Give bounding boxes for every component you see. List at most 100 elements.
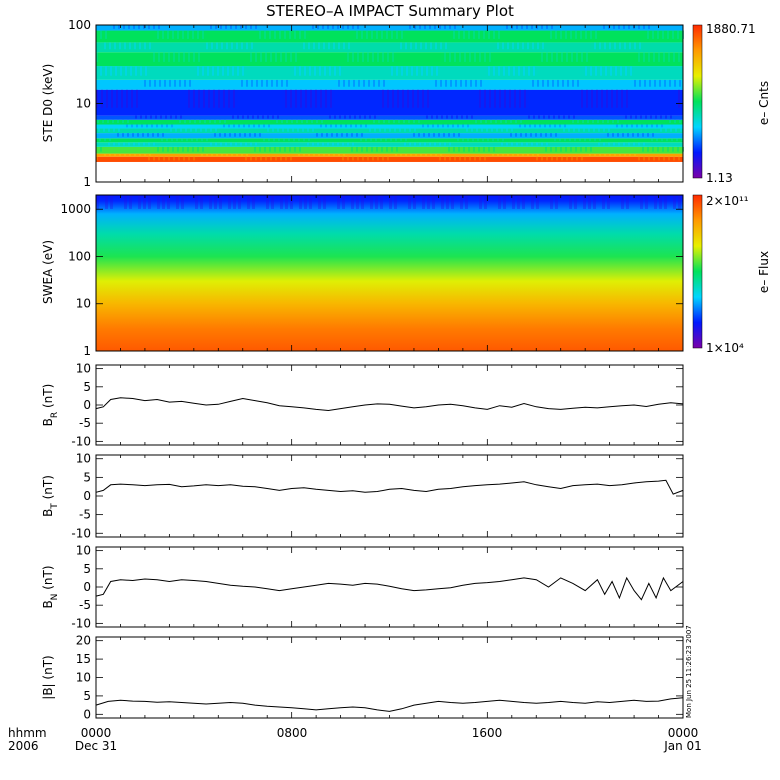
ste-band — [96, 133, 683, 139]
ste-texture — [546, 156, 548, 161]
ste-texture — [521, 142, 523, 146]
ste-texture — [318, 153, 320, 156]
ste-texture — [571, 156, 573, 161]
ste-texture — [678, 89, 680, 108]
ste-texture — [297, 128, 299, 132]
ste-texture — [157, 146, 159, 152]
ste-texture — [441, 115, 443, 119]
ste-texture — [629, 153, 631, 156]
ste-texture — [622, 133, 624, 137]
ste-texture — [358, 79, 360, 87]
ste-texture — [215, 128, 217, 132]
ste-texture — [220, 142, 222, 146]
ste-texture — [590, 66, 592, 76]
swea-texture — [640, 195, 643, 209]
ste-texture — [666, 138, 668, 142]
ste-texture — [366, 146, 368, 152]
ste-texture — [533, 66, 535, 76]
ste-texture — [488, 30, 490, 39]
ste-texture — [634, 153, 636, 156]
ste-texture — [536, 156, 538, 161]
ste-texture — [448, 133, 450, 137]
ste-texture — [409, 142, 411, 146]
ste-texture — [356, 146, 358, 152]
ste-texture — [382, 52, 384, 62]
ste-texture — [398, 119, 400, 124]
ste-texture — [395, 138, 397, 142]
ste-texture — [454, 52, 456, 62]
ste-texture — [443, 133, 445, 137]
ste-texture — [258, 124, 260, 128]
ste-texture — [338, 153, 340, 156]
ste-texture — [339, 66, 341, 76]
ste-texture — [383, 79, 385, 87]
ste-texture — [138, 142, 140, 146]
ste-texture — [173, 52, 175, 62]
ste-texture — [172, 146, 174, 152]
ste-texture — [230, 142, 232, 146]
ste-texture — [197, 66, 199, 76]
ste-texture — [454, 25, 456, 29]
ste-texture — [600, 66, 602, 76]
ste-texture — [613, 25, 615, 29]
swea-gradient-fill — [96, 195, 683, 351]
ste-texture — [586, 52, 588, 62]
ste-texture — [451, 115, 453, 119]
swea-ytick-label: 1000 — [60, 202, 91, 216]
ste-texture — [493, 146, 495, 152]
ste-texture — [475, 79, 477, 87]
ste-texture — [148, 25, 150, 29]
ste-texture — [254, 133, 256, 137]
ste-texture — [304, 30, 306, 39]
ste-texture — [467, 138, 469, 142]
ste-texture — [197, 30, 199, 39]
ste-texture — [653, 52, 655, 62]
ste-texture — [400, 138, 402, 142]
swea-texture — [659, 195, 662, 209]
ste-texture — [156, 124, 158, 128]
ste-texture — [546, 52, 548, 62]
ste-texture — [211, 153, 213, 156]
ste-texture — [246, 79, 248, 87]
ste-texture — [143, 142, 145, 146]
ste-texture — [187, 146, 189, 152]
ste-texture — [458, 146, 460, 152]
ste-texture — [520, 133, 522, 137]
swea-texture — [337, 195, 340, 209]
ste-texture — [361, 30, 363, 39]
ste-texture — [131, 89, 133, 108]
br-ytick-label: 5 — [83, 380, 91, 394]
ste-texture — [104, 153, 106, 156]
ste-texture — [356, 30, 358, 39]
time-tick-0: 0000 — [81, 726, 112, 740]
ste-texture — [453, 146, 455, 152]
ste-texture — [574, 138, 576, 142]
ste-band — [96, 42, 683, 53]
ste-texture — [305, 89, 307, 108]
br-ytick-label: 0 — [83, 398, 91, 412]
ste-texture — [660, 115, 662, 119]
ste-texture — [378, 119, 380, 124]
ste-texture — [430, 42, 432, 50]
ste-texture — [116, 89, 118, 108]
ste-texture — [486, 128, 488, 132]
ste-texture — [611, 89, 613, 108]
ste-texture — [548, 115, 550, 119]
ste-texture — [313, 42, 315, 50]
ste-texture — [239, 133, 241, 137]
ste-texture — [501, 142, 503, 146]
ste-texture — [161, 138, 163, 142]
ste-texture — [158, 156, 160, 161]
ste-texture — [255, 156, 257, 161]
ste-texture — [377, 156, 379, 161]
ste-texture — [536, 142, 538, 146]
ste-texture — [436, 115, 438, 119]
ste-texture — [517, 153, 519, 156]
ste-texture — [232, 115, 234, 119]
ste-texture — [381, 146, 383, 152]
ste-texture — [517, 42, 519, 50]
ste-texture — [564, 138, 566, 142]
ste-texture — [162, 30, 164, 39]
ste-texture — [238, 124, 240, 128]
ste-texture — [308, 42, 310, 50]
